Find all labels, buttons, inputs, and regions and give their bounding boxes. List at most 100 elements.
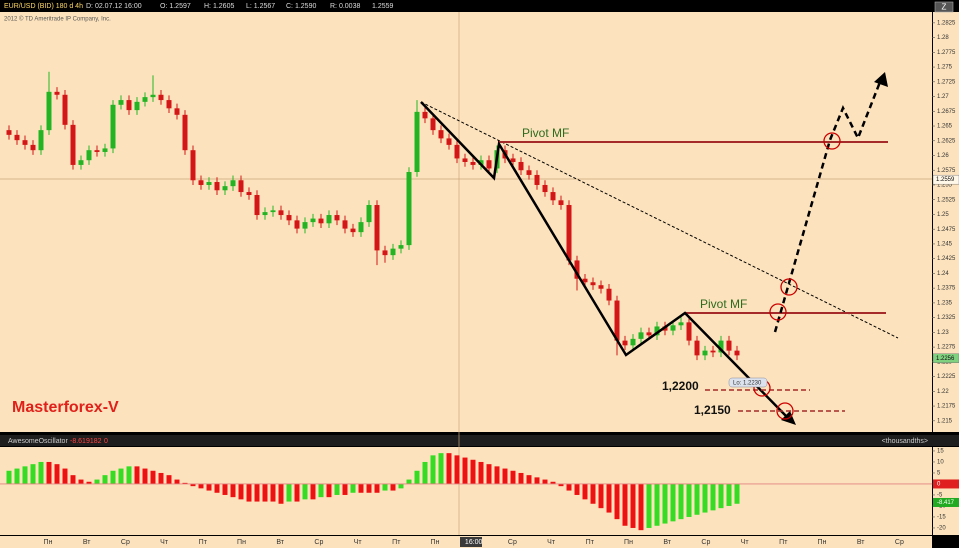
- y-tick-label: 1.2375: [937, 286, 956, 292]
- oscillator-bar: [158, 472, 164, 484]
- candle-body: [142, 97, 148, 102]
- y-tick-label: 1.2825: [937, 20, 956, 26]
- oscillator-bar: [126, 466, 132, 484]
- oscillator-bar: [270, 483, 276, 502]
- price-marker: [932, 174, 959, 185]
- candle-body: [390, 248, 396, 256]
- x-tick-label: Пн: [237, 539, 246, 546]
- candle-body: [438, 130, 444, 139]
- x-tick-label: Ср: [701, 539, 710, 546]
- oscillator-bar: [622, 483, 628, 526]
- x-tick-label: Пт: [199, 539, 208, 546]
- candle-body: [726, 340, 732, 351]
- oscillator-bar: [534, 477, 540, 484]
- y-tick-label: 1.28: [937, 35, 949, 41]
- candle-body: [214, 182, 220, 191]
- candle-body: [262, 212, 268, 216]
- oscillator-bar: [518, 472, 524, 484]
- oscillator-bar: [390, 483, 396, 491]
- candle-body: [222, 186, 228, 191]
- candle-body: [366, 205, 372, 223]
- candle-body: [166, 100, 172, 109]
- y-tick-label: 1.2575: [937, 168, 956, 174]
- price-panel: [0, 12, 932, 432]
- oscillator-bar: [54, 464, 60, 484]
- candle-body: [278, 210, 284, 216]
- oscillator-bar: [382, 483, 388, 491]
- candle-body: [430, 118, 436, 131]
- oscillator-bar: [414, 470, 420, 484]
- candle-body: [190, 150, 196, 181]
- candle-body: [358, 222, 364, 233]
- wave-path: [420, 101, 789, 419]
- x-tick-label: Ср: [121, 539, 130, 546]
- candle-body: [86, 150, 92, 161]
- zoom-button[interactable]: [934, 1, 954, 13]
- oscillator-bar: [654, 483, 660, 526]
- oscillator-header: [0, 435, 959, 446]
- candle-body: [678, 322, 684, 326]
- y-tick-label: 1.2625: [937, 138, 956, 144]
- oscillator-bar: [14, 468, 20, 484]
- oscillator-bar: [366, 483, 372, 493]
- x-tick-label: Ср: [314, 539, 323, 546]
- candle-body: [374, 205, 380, 251]
- oscillator-bar: [638, 483, 644, 531]
- candle-body: [422, 111, 428, 119]
- x-tick-label: Вт: [276, 539, 284, 546]
- candle-body: [78, 160, 84, 165]
- candle-body: [158, 94, 164, 101]
- oscillator-bar: [398, 483, 404, 489]
- candle-body: [246, 192, 252, 195]
- oscillator-bar: [446, 453, 452, 484]
- marker-circle: [780, 278, 798, 296]
- candle-body: [110, 104, 116, 149]
- oscillator-bar: [334, 483, 340, 495]
- candle-body: [230, 180, 236, 187]
- pivot-label: Pivot MF: [522, 126, 569, 140]
- candle-body: [6, 130, 12, 135]
- x-tick-label: 16:00: [465, 539, 483, 546]
- oscillator-bar: [94, 479, 100, 484]
- value-marker: [933, 497, 959, 507]
- oscillator-bar: [486, 464, 492, 484]
- oscillator-bar: [6, 470, 12, 484]
- candle-body: [550, 192, 556, 201]
- oscillator-bar: [646, 483, 652, 528]
- x-tick-label: Пн: [624, 539, 633, 546]
- x-tick-label: Пн: [44, 539, 53, 546]
- y-tick-label: 1.235: [937, 300, 953, 306]
- price-axis: [933, 12, 959, 432]
- candle-body: [46, 91, 52, 131]
- candle-body: [406, 172, 412, 246]
- candle-body: [542, 184, 548, 193]
- oscillator-bar: [174, 479, 180, 484]
- marker-circle: [776, 402, 794, 420]
- candle-body: [686, 322, 692, 341]
- oscillator-bar: [190, 483, 196, 487]
- oscillator-bar: [702, 483, 708, 513]
- candle-body: [486, 160, 492, 169]
- value-marker-label: -8.417: [937, 500, 955, 506]
- x-tick-label: Чт: [160, 539, 169, 546]
- y-tick-label: 1.27: [937, 94, 949, 100]
- y-tick-label: 1.2525: [937, 197, 956, 203]
- oscillator-bar: [182, 482, 188, 484]
- symbol: EUR/USD (BID) 180 d 4h: [4, 3, 83, 10]
- candle-body: [342, 220, 348, 229]
- candle-body: [598, 285, 604, 289]
- candle-body: [294, 220, 300, 229]
- oscillator-bar: [422, 461, 428, 484]
- candle-body: [534, 174, 540, 185]
- oscillator-bar: [558, 483, 564, 487]
- candle-body: [470, 161, 476, 165]
- marks: [6, 71, 740, 531]
- y-tick-label: -5: [937, 493, 943, 499]
- oscillator-bar: [358, 483, 364, 493]
- oscillator-bar: [550, 481, 556, 484]
- candle-body: [734, 350, 740, 356]
- oscillator-bar: [606, 483, 612, 513]
- low-label: Lo: 1.2230: [733, 381, 762, 387]
- y-tick-label: 1.2325: [937, 315, 956, 321]
- candle-body: [614, 300, 620, 341]
